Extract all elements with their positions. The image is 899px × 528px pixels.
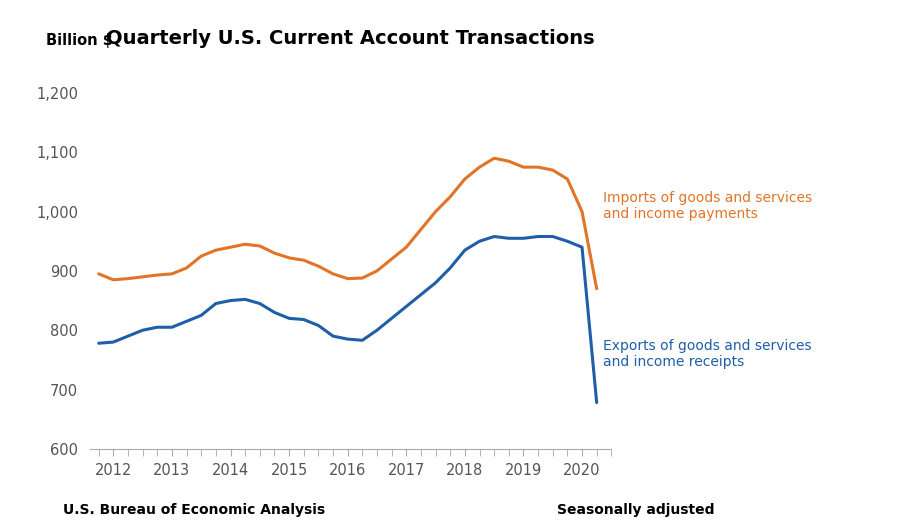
Text: U.S. Bureau of Economic Analysis: U.S. Bureau of Economic Analysis	[63, 503, 325, 517]
Text: Imports of goods and services
and income payments: Imports of goods and services and income…	[602, 191, 812, 221]
Text: Seasonally adjusted: Seasonally adjusted	[557, 503, 715, 517]
Text: Billion $: Billion $	[46, 33, 112, 48]
Text: Exports of goods and services
and income receipts: Exports of goods and services and income…	[602, 339, 811, 369]
Title: Quarterly U.S. Current Account Transactions: Quarterly U.S. Current Account Transacti…	[106, 29, 595, 48]
